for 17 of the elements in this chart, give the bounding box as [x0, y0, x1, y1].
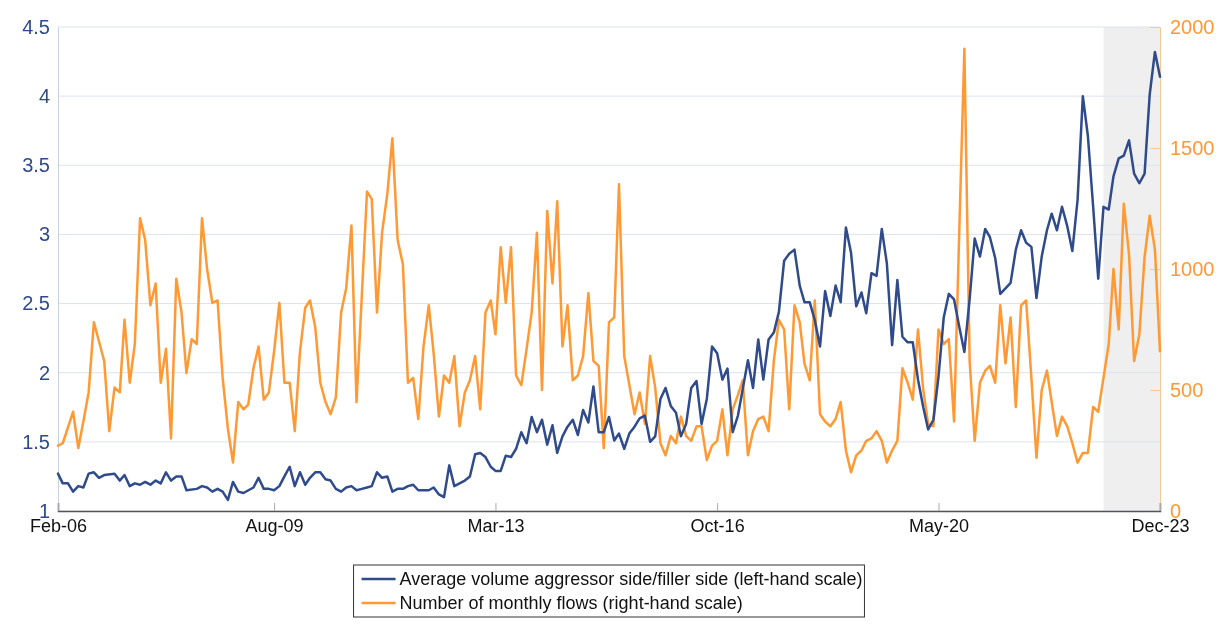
y-tick-label: 4	[38, 85, 50, 108]
x-tick-label: Mar-13	[467, 515, 525, 536]
y-tick-label: 4.5	[22, 15, 50, 38]
y2-tick-label: 500	[1170, 378, 1204, 401]
x-tick-label: May-20	[908, 515, 969, 536]
y-tick-label: 3.5	[22, 154, 50, 177]
legend-label: Number of monthly flows (right-hand scale)	[399, 593, 743, 613]
y-tick-label: 1.5	[22, 430, 50, 453]
legend-label: Average volume aggressor side/filler side (left-hand scale)	[399, 569, 863, 589]
y-tick-label: 2	[38, 361, 50, 384]
y2-tick-label: 2000	[1170, 15, 1215, 38]
y-tick-label: 2.5	[22, 292, 50, 315]
y2-tick-label: 1000	[1170, 257, 1215, 280]
y-tick-label: 3	[38, 223, 50, 246]
x-tick-label: Aug-09	[245, 515, 304, 536]
y2-tick-label: 1500	[1170, 136, 1215, 159]
x-tick-label: Oct-16	[690, 515, 745, 536]
